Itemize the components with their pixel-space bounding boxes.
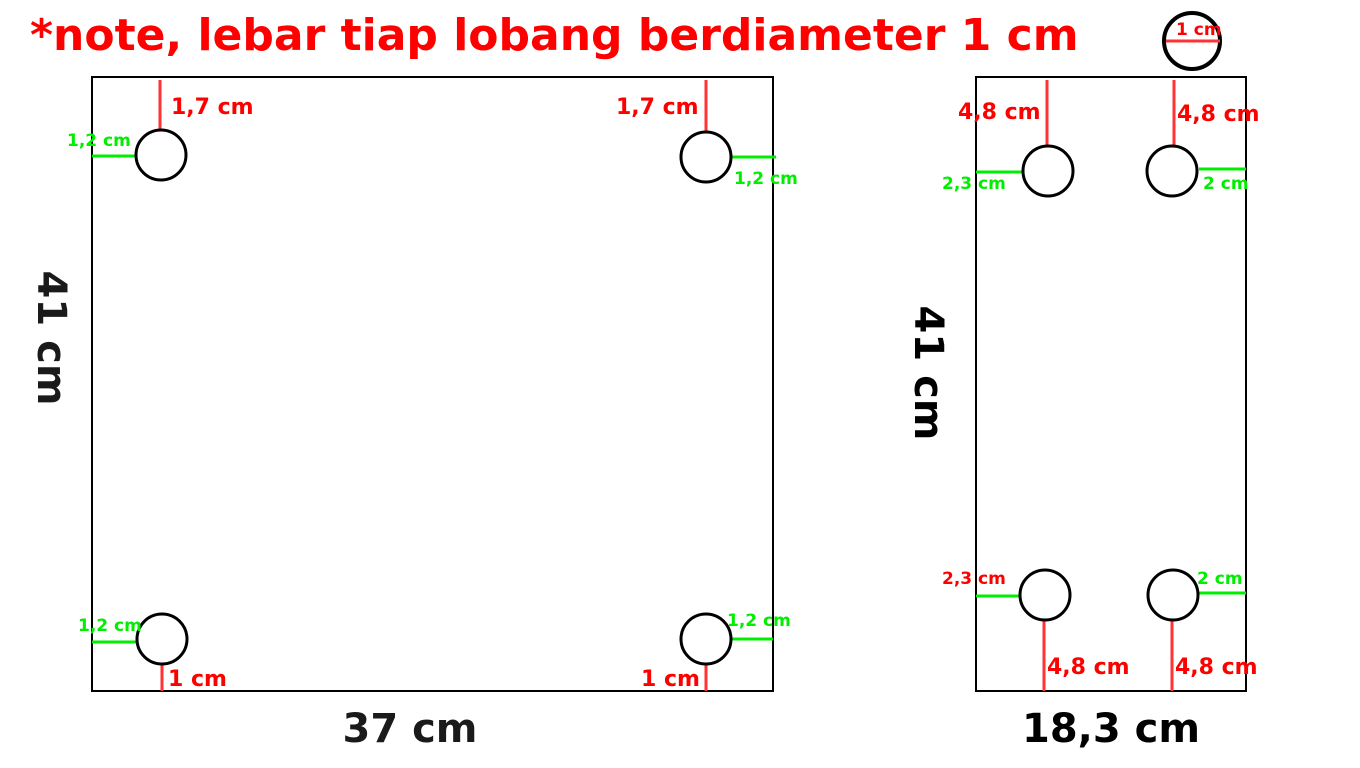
- bl-side-label: 1,2 cm: [78, 616, 142, 636]
- hole-bottom-right: [679, 612, 733, 666]
- r-br-side-label: 2 cm: [1197, 569, 1243, 589]
- tl-top-label: 1,7 cm: [171, 95, 254, 120]
- panel-left-outline: [91, 76, 774, 692]
- panel-left-height-label: 41 cm: [28, 271, 74, 406]
- r-bl-bottom-label: 4,8 cm: [1047, 655, 1130, 680]
- hole-top-right: [679, 130, 733, 184]
- panel-left: 1,7 cm 1,2 cm 1,7 cm 1,2 cm 1,2 cm 1 cm …: [28, 76, 798, 752]
- legend-hole: 1 cm: [1162, 11, 1222, 71]
- r-tr-top-label: 4,8 cm: [1177, 102, 1260, 127]
- panel-right-outline: [975, 76, 1247, 692]
- note-title: *note, lebar tiap lobang berdiameter 1 c…: [30, 10, 1079, 61]
- br-bottom-label: 1 cm: [641, 667, 700, 692]
- r-bl-side-label: 2,3 cm: [942, 569, 1006, 589]
- r-tl-side-label: 2,3 cm: [942, 174, 1006, 194]
- r-hole-top-right: [1145, 144, 1199, 198]
- r-br-bottom-label: 4,8 cm: [1175, 655, 1258, 680]
- bl-bottom-label: 1 cm: [168, 667, 227, 692]
- br-side-label: 1,2 cm: [727, 611, 791, 631]
- hole-bottom-left: [135, 612, 189, 666]
- tl-side-label: 1,2 cm: [67, 131, 131, 151]
- r-hole-bottom-left: [1018, 568, 1072, 622]
- r-hole-top-left: [1021, 144, 1075, 198]
- hole-top-left: [134, 128, 188, 182]
- legend-diameter-label: 1 cm: [1176, 20, 1222, 40]
- tr-side-label: 1,2 cm: [734, 169, 798, 189]
- r-hole-bottom-right: [1146, 568, 1200, 622]
- r-tr-side-label: 2 cm: [1203, 174, 1249, 194]
- panel-right-width-label: 18,3 cm: [1022, 706, 1200, 752]
- panel-right: 4,8 cm 2,3 cm 4,8 cm 2 cm 2,3 cm 4,8 cm …: [905, 76, 1260, 752]
- panel-left-width-label: 37 cm: [343, 706, 478, 752]
- r-tl-top-label: 4,8 cm: [958, 100, 1041, 125]
- panel-right-height-label: 41 cm: [905, 306, 951, 441]
- tr-top-label: 1,7 cm: [616, 95, 699, 120]
